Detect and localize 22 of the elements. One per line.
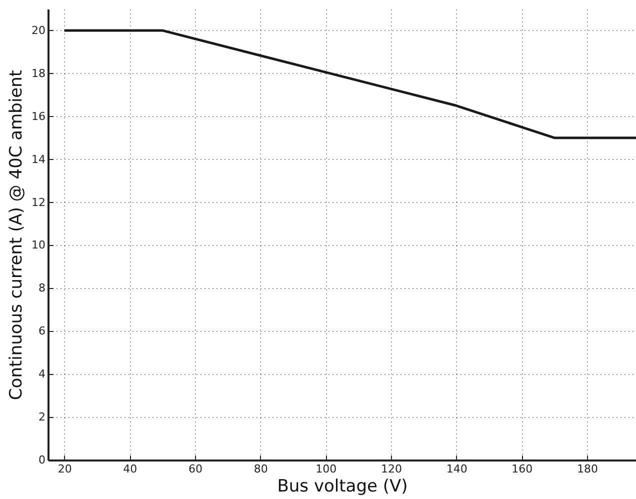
y-tick-label: 20 xyxy=(32,24,46,37)
x-tick-label: 20 xyxy=(58,462,72,476)
y-tick-label: 4 xyxy=(38,368,46,381)
x-tick-label: 80 xyxy=(254,462,268,476)
y-tick-label: 10 xyxy=(32,238,46,252)
y-tick-label: 14 xyxy=(32,152,46,166)
x-tick-label: 180 xyxy=(577,462,598,476)
y-tick-label: 12 xyxy=(32,196,46,209)
x-axis-title: Bus voltage (V) xyxy=(277,476,408,496)
y-tick-label: 8 xyxy=(38,282,46,295)
x-tick-label: 40 xyxy=(123,462,138,476)
x-tick-label: 140 xyxy=(446,462,468,476)
x-tick-label: 160 xyxy=(512,462,533,476)
x-tick-label: 60 xyxy=(188,462,202,476)
y-tick-label: 6 xyxy=(38,324,46,338)
x-tick-label: 120 xyxy=(381,462,402,476)
y-axis-title: Continuous current (A) @ 40C ambient xyxy=(6,70,27,400)
y-tick-label: 2 xyxy=(38,410,46,424)
y-tick-label: 18 xyxy=(32,66,46,80)
y-tick-label: 0 xyxy=(38,454,46,466)
y-tick-label: 16 xyxy=(32,110,46,123)
x-tick-label: 100 xyxy=(316,462,337,476)
